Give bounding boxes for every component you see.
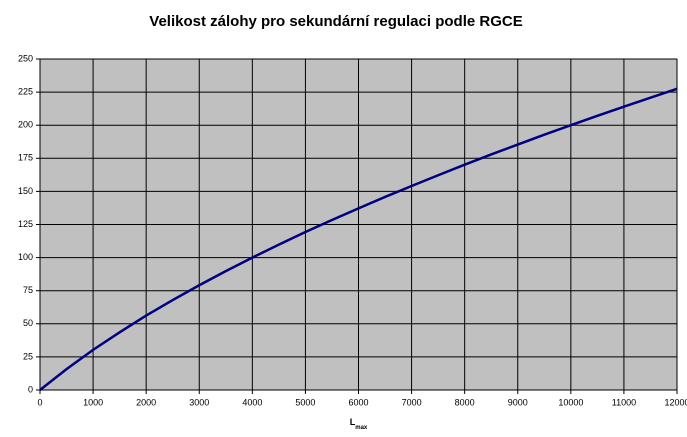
y-tick-label: 250	[18, 53, 33, 63]
x-tick-label: 4000	[242, 397, 262, 407]
x-axis-label-sub: max	[355, 425, 368, 431]
x-tick-label: 11000	[612, 397, 636, 407]
y-tick-label: 125	[18, 219, 33, 229]
x-tick-label: 9000	[508, 397, 528, 407]
y-tick-label: 25	[23, 351, 33, 361]
x-tick-label: 6000	[348, 397, 368, 407]
x-tick-label: 5000	[295, 397, 315, 407]
y-tick-label: 50	[23, 318, 33, 328]
x-tick-label: 1000	[83, 397, 103, 407]
x-tick-label: 10000	[558, 397, 583, 407]
y-tick-label: 175	[18, 153, 33, 163]
x-axis-label-main: L	[350, 417, 356, 427]
chart-title: Velikost zálohy pro sekundární regulaci …	[149, 13, 522, 30]
y-tick-label: 200	[18, 120, 33, 130]
x-tick-label: 8000	[455, 397, 475, 407]
x-tick-label: 0	[37, 397, 42, 407]
y-tick-label: 150	[18, 186, 33, 196]
y-tick-label: 225	[18, 86, 33, 96]
x-tick-label: 12000	[664, 397, 687, 407]
x-tick-label: 3000	[189, 397, 209, 407]
x-tick-label: 7000	[402, 397, 422, 407]
y-tick-label: 0	[28, 384, 33, 394]
x-tick-label: 2000	[136, 397, 156, 407]
x-axis-label: Lmax	[350, 417, 368, 430]
y-tick-label: 75	[23, 285, 33, 295]
data-line	[39, 87, 678, 391]
y-tick-label: 100	[18, 252, 33, 262]
